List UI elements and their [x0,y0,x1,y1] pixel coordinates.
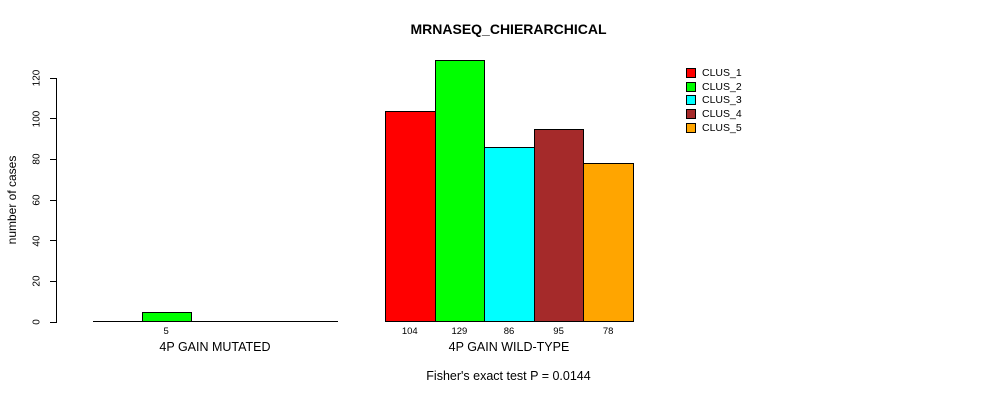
bar-value-label: 78 [602,326,614,337]
y-tick-mark [50,280,56,282]
group-label-wild-type: 4P GAIN WILD-TYPE [448,340,570,354]
legend-label: CLUS_2 [702,80,742,93]
y-tick-mark [50,240,56,242]
legend-label: CLUS_3 [702,94,742,107]
bar-clus_5-wild-type [583,163,634,322]
y-tick-label: 60 [31,194,43,206]
legend-item-clus_2: CLUS_2 [686,81,742,93]
legend-label: CLUS_4 [702,108,742,121]
bar-clus_1-wild-type [385,110,436,322]
y-tick-label: 40 [31,235,43,247]
bar-value-label: 95 [553,326,564,337]
legend-swatch-icon [686,122,696,133]
legend-swatch-icon [686,109,696,120]
legend-swatch-icon [686,81,696,92]
bar-clus_2-wild-type [434,59,486,322]
y-axis-label: number of cases [5,155,19,245]
y-tick-label: 0 [31,319,43,325]
group-baseline [93,321,338,322]
y-axis-line [56,78,57,323]
bar-value-label: 129 [451,326,468,337]
legend-label: CLUS_1 [702,67,742,79]
chart-title: MRNASEQ_CHIERARCHICAL [410,21,607,37]
fisher-test-annotation: Fisher's exact test P = 0.0144 [426,369,591,383]
y-tick-mark [50,118,56,120]
y-tick-mark [50,321,56,323]
y-tick-label: 20 [31,275,43,287]
bar-clus_4-wild-type [533,128,585,322]
legend-item-clus_4: CLUS_4 [686,108,742,120]
legend-label: CLUS_5 [702,121,742,134]
y-tick-label: 80 [31,153,43,165]
legend-swatch-icon [686,95,696,106]
bar-value-label: 104 [401,326,418,337]
bar-clus_3-wild-type [484,147,535,322]
y-tick-label: 120 [31,69,43,87]
y-tick-label: 100 [31,110,43,127]
y-tick-mark [50,77,56,79]
group-label-mutated: 4P GAIN MUTATED [159,340,271,354]
y-tick-mark [50,158,56,160]
legend-item-clus_5: CLUS_5 [686,122,742,134]
bar-value-label: 5 [163,326,169,337]
legend-swatch-icon [686,68,696,78]
legend-item-clus_1: CLUS_1 [686,67,742,79]
legend-item-clus_3: CLUS_3 [686,94,742,106]
y-tick-mark [50,199,56,201]
bar-value-label: 86 [503,326,515,337]
bar-clus_2-mutated [141,311,192,322]
